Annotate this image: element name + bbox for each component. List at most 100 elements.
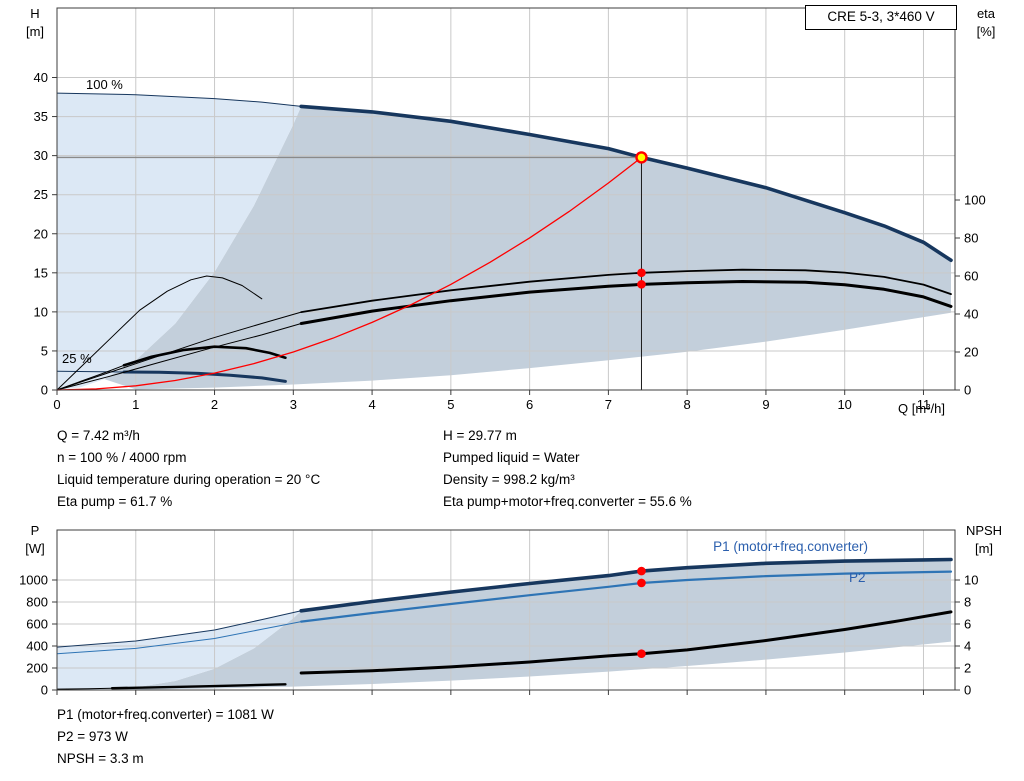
- y-right-tick-label: 10: [964, 573, 978, 588]
- h-axis-unit: [m]: [25, 24, 45, 39]
- speed-25-label: 25 %: [62, 351, 92, 366]
- x-tick-label: 8: [684, 397, 691, 412]
- npsh-axis-title: NPSH [m]: [956, 522, 1012, 558]
- x-tick-label: 10: [837, 397, 851, 412]
- x-tick-label: 6: [526, 397, 533, 412]
- eta-pump-lead: [56, 311, 302, 391]
- eta-axis-unit: [%]: [976, 24, 996, 39]
- info-eta-total: Eta pump+motor+freq.converter = 55.6 %: [443, 494, 692, 509]
- system-curve: [56, 156, 643, 391]
- pump-curve-100: [299, 104, 953, 263]
- info-eta-pump: Eta pump = 61.7 %: [57, 494, 173, 509]
- y-left-tick-label: 0: [41, 383, 48, 398]
- y-right-tick-label: 60: [964, 269, 978, 284]
- y-left-tick-label: 200: [26, 661, 48, 676]
- p1-lead: [56, 610, 302, 648]
- y-right-tick-label: 20: [964, 345, 978, 360]
- eta-total-lead: [56, 323, 302, 391]
- x-tick-label: 0: [53, 397, 60, 412]
- y-left-tick-label: 35: [34, 109, 48, 124]
- y-right-tick-label: 2: [964, 661, 971, 676]
- y-left-tick-label: 800: [26, 595, 48, 610]
- x-tick-label: 11: [917, 397, 931, 412]
- y-right-tick-label: 100: [964, 193, 986, 208]
- p1-marker: [637, 566, 646, 576]
- plot-frame: [56, 529, 956, 691]
- x-tick-label: 9: [762, 397, 769, 412]
- y-left-tick-label: 25: [34, 187, 48, 202]
- eta-total-curve: [299, 280, 953, 325]
- eta-total-marker: [637, 280, 646, 289]
- y-right-tick-label: 8: [964, 595, 971, 610]
- power-low-flow-region: [57, 610, 302, 690]
- pump-curve-25-lead: [56, 370, 125, 373]
- p2-curve-label: P2: [849, 570, 866, 585]
- y-left-tick-label: 40: [34, 70, 48, 85]
- eta-pump-marker: [637, 268, 646, 278]
- y-left-tick-label: 600: [26, 617, 48, 632]
- p2-lead: [56, 621, 302, 655]
- p-axis-name: P: [30, 523, 40, 538]
- low-flow-region: [57, 93, 302, 390]
- duty-point-marker[interactable]: [635, 151, 648, 164]
- plot-frame: [56, 7, 956, 391]
- info-speed: n = 100 % / 4000 rpm: [57, 450, 187, 465]
- speed-envelope-region: [104, 106, 952, 390]
- info-density: Density = 998.2 kg/m³: [443, 472, 575, 487]
- y-left-tick-label: 0: [41, 683, 48, 698]
- info-head: H = 29.77 m: [443, 428, 517, 443]
- y-right-tick-label: 0: [964, 683, 971, 698]
- eta-axis-name: eta: [976, 6, 996, 21]
- power-info: P1 (motor+freq.converter) = 1081 W P2 = …: [57, 704, 274, 770]
- p1-curve-label: P1 (motor+freq.converter): [713, 539, 868, 554]
- y-right-tick-label: 0: [964, 383, 971, 398]
- power-envelope-region: [112, 559, 952, 690]
- y-left-tick-label: 5: [41, 343, 48, 358]
- info-pumped-liquid: Pumped liquid = Water: [443, 450, 580, 465]
- npsh-axis-name: NPSH: [965, 523, 1003, 538]
- p1-25-lead: [56, 687, 113, 690]
- y-right-tick-label: 4: [964, 639, 971, 654]
- y-left-tick-label: 30: [34, 148, 48, 163]
- y-right-tick-label: 40: [964, 307, 978, 322]
- info-liquid-temperature: Liquid temperature during operation = 20…: [57, 472, 321, 487]
- info-flow: Q = 7.42 m³/h: [57, 428, 140, 443]
- x-tick-label: 3: [290, 397, 297, 412]
- y-left-tick-label: 15: [34, 265, 48, 280]
- eta-axis-title: eta [%]: [962, 5, 1010, 41]
- pump-curve-25: [122, 370, 287, 383]
- pump-curve-100-lead: [56, 92, 302, 107]
- x-tick-label: 2: [211, 397, 218, 412]
- y-left-tick-label: 1000: [19, 573, 48, 588]
- y-left-tick-label: 10: [34, 304, 48, 319]
- info-p2: P2 = 973 W: [57, 729, 128, 744]
- h-axis-title: H [m]: [13, 5, 57, 41]
- p1-25-curve: [110, 683, 287, 690]
- x-tick-label: 7: [605, 397, 612, 412]
- npsh-marker: [637, 649, 646, 658]
- x-tick-label: 1: [132, 397, 139, 412]
- y-right-tick-label: 80: [964, 231, 978, 246]
- y-left-tick-label: 400: [26, 639, 48, 654]
- p-axis-unit: [W]: [25, 541, 45, 556]
- y-left-tick-label: 20: [34, 226, 48, 241]
- eta-total-25-curve: [122, 345, 287, 367]
- eta-total-25-lead: [56, 364, 125, 391]
- p-axis-title: P [W]: [13, 522, 57, 558]
- y-right-tick-label: 6: [964, 617, 971, 632]
- x-tick-label: 5: [447, 397, 454, 412]
- eta-pump-curve: [300, 268, 952, 313]
- q-axis-title: Q [m³/h]: [898, 401, 945, 416]
- pump-title-box: CRE 5-3, 3*460 V: [805, 5, 957, 30]
- info-npsh: NPSH = 3.3 m: [57, 751, 144, 766]
- eta-pump-25-curve: [56, 275, 263, 391]
- x-tick-label: 4: [368, 397, 375, 412]
- npsh-axis-unit: [m]: [974, 541, 994, 556]
- p2-marker: [637, 578, 646, 588]
- info-p1: P1 (motor+freq.converter) = 1081 W: [57, 707, 274, 722]
- h-axis-name: H: [30, 6, 40, 21]
- duty-info-right: H = 29.77 m Pumped liquid = Water Densit…: [443, 425, 692, 513]
- duty-info-left: Q = 7.42 m³/h n = 100 % / 4000 rpm Liqui…: [57, 425, 320, 513]
